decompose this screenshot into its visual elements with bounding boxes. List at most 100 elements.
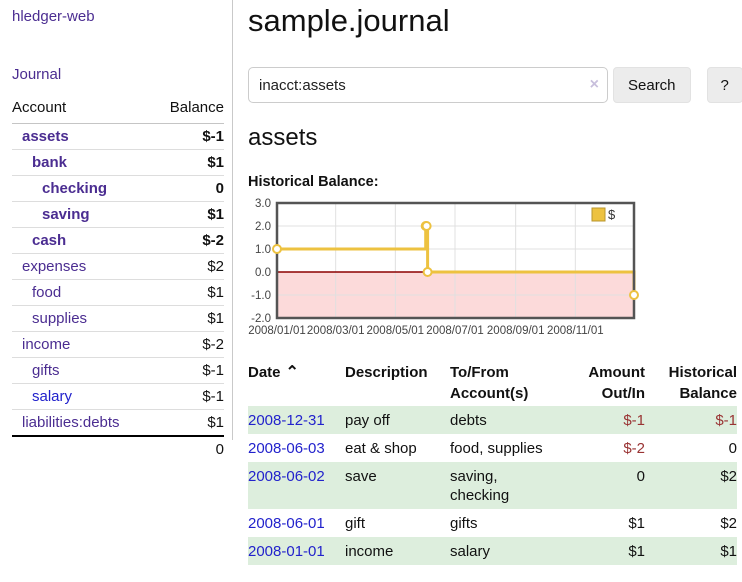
transaction-date-link[interactable]: 2008-01-01: [248, 543, 325, 560]
page: hledger-web Journal Account Balance asse…: [12, 0, 742, 565]
account-balance: $1: [152, 279, 224, 306]
svg-text:2008/09/01: 2008/09/01: [487, 325, 545, 337]
account-cell: bank: [12, 149, 153, 176]
account-cell: supplies: [12, 305, 153, 332]
account-link-cash[interactable]: cash: [32, 232, 67, 249]
account-cell: checking: [12, 175, 153, 202]
help-button[interactable]: ?: [706, 67, 742, 103]
account-row: assets $-1: [12, 123, 224, 150]
search-input[interactable]: [248, 67, 608, 103]
transaction-amount: $1: [628, 543, 645, 560]
page-title: sample.journal: [248, 3, 450, 38]
account-balance: $-2: [152, 227, 224, 254]
sort-ascending-icon[interactable]: ⌃: [285, 364, 299, 381]
account-row: supplies $1: [12, 305, 224, 332]
transaction-accounts: saving, checking: [450, 468, 510, 504]
register-header-row: Date ⌃ Description To/From Account(s) Amo…: [248, 360, 737, 406]
account-balance: $1: [152, 409, 224, 437]
transaction-date-link[interactable]: 2008-06-02: [248, 468, 325, 485]
accounts-header-account: Account: [12, 99, 153, 124]
register-header-accounts: To/From Account(s): [450, 364, 529, 402]
account-balance: $2: [152, 253, 224, 280]
table-row: 2008-06-03 eat & shop food, supplies $-2 0: [248, 434, 737, 462]
transaction-date-cell: 2008-06-01: [248, 509, 345, 537]
account-link-checking[interactable]: checking: [42, 180, 108, 197]
account-heading: assets: [248, 124, 318, 151]
transaction-description: pay off: [345, 412, 390, 429]
register-header-balance: Historical Balance: [668, 364, 737, 402]
accounts-total-value: 0: [152, 435, 224, 462]
transaction-balance: 0: [728, 440, 737, 457]
account-cell: liabilities:debts: [12, 409, 153, 437]
transaction-description: save: [345, 468, 377, 485]
account-cell: expenses: [12, 253, 153, 280]
accounts-header-balance: Balance: [152, 99, 224, 124]
svg-text:2008/11/01: 2008/11/01: [547, 325, 604, 337]
svg-text:-1.0: -1.0: [251, 290, 271, 302]
account-link-bank[interactable]: bank: [32, 154, 68, 171]
search-button[interactable]: Search: [613, 67, 691, 103]
account-balance: $1: [152, 201, 224, 228]
account-row: saving $1: [12, 201, 224, 228]
clear-search-icon[interactable]: ×: [589, 76, 599, 93]
accounts-table: Account Balance assets $-1 bank $1 checking 0…: [12, 99, 224, 462]
svg-text:3.0: 3.0: [255, 198, 271, 210]
date-header-label: Date: [248, 364, 281, 381]
transaction-amount: $-2: [623, 440, 645, 457]
account-cell: income: [12, 331, 153, 358]
account-link-food[interactable]: food: [32, 284, 62, 301]
app-title-link[interactable]: hledger-web: [12, 8, 95, 25]
account-link-supplies[interactable]: supplies: [32, 310, 88, 327]
transaction-date-link[interactable]: 2008-06-01: [248, 515, 325, 532]
transaction-balance: $2: [720, 515, 737, 532]
transaction-accounts: debts: [450, 412, 487, 429]
account-link-income[interactable]: income: [22, 336, 71, 353]
table-row: 2008-06-02 save saving, checking 0 $2: [248, 462, 737, 509]
search-form: × Search ?: [248, 67, 742, 103]
account-balance: $-2: [152, 331, 224, 358]
account-row: bank $1: [12, 149, 224, 176]
svg-text:2008/01/01: 2008/01/01: [248, 325, 306, 337]
transaction-date-cell: 2008-12-31: [248, 406, 345, 434]
table-row: 2008-12-31 pay off debts $-1 $-1: [248, 406, 737, 434]
transaction-date-cell: 2008-06-02: [248, 462, 345, 509]
account-link-saving[interactable]: saving: [42, 206, 90, 223]
account-row: gifts $-1: [12, 357, 224, 384]
register-table: Date ⌃ Description To/From Account(s) Amo…: [248, 360, 737, 565]
account-link-liabilities-debts[interactable]: liabilities:debts: [22, 414, 120, 431]
account-cell: gifts: [12, 357, 153, 384]
account-row: checking 0: [12, 175, 224, 202]
transaction-description: eat & shop: [345, 440, 417, 457]
balance-chart[interactable]: $3.0 2.0 1.0 0.0 -1.0 -2.0 2008/01/01 2008/03/0…: [248, 198, 742, 347]
svg-text:$: $: [608, 207, 616, 222]
account-row: cash $-2: [12, 227, 224, 254]
transaction-amount: $-1: [623, 412, 645, 429]
transaction-date-link[interactable]: 2008-12-31: [248, 412, 325, 429]
transaction-amount: $1: [628, 515, 645, 532]
transaction-date-link[interactable]: 2008-06-03: [248, 440, 325, 457]
transaction-accounts: salary: [450, 543, 491, 560]
account-row: income $-2: [12, 331, 224, 358]
accounts-header-row: Account Balance: [12, 99, 224, 124]
account-cell: food: [12, 279, 153, 306]
account-cell: saving: [12, 201, 153, 228]
accounts-total-row: 0: [12, 435, 224, 462]
accounts-total-spacer: [12, 435, 153, 462]
account-row: salary $-1: [12, 383, 224, 410]
account-row: liabilities:debts $1: [12, 409, 224, 437]
svg-text:2.0: 2.0: [255, 221, 271, 233]
account-row: food $1: [12, 279, 224, 306]
account-cell: cash: [12, 227, 153, 254]
transaction-accounts: gifts: [450, 515, 478, 532]
register-header-date[interactable]: Date ⌃: [248, 360, 345, 406]
account-link-salary[interactable]: salary: [32, 388, 73, 405]
sidebar-item-journal[interactable]: Journal: [12, 66, 62, 83]
transaction-balance: $2: [720, 468, 737, 485]
transaction-balance: $1: [720, 543, 737, 560]
account-link-gifts[interactable]: gifts: [32, 362, 60, 379]
main-content: sample.journal × Search ? assets Histori…: [233, 0, 742, 565]
transaction-description: income: [345, 543, 394, 560]
account-link-expenses[interactable]: expenses: [22, 258, 87, 275]
account-link-assets[interactable]: assets: [22, 128, 69, 145]
